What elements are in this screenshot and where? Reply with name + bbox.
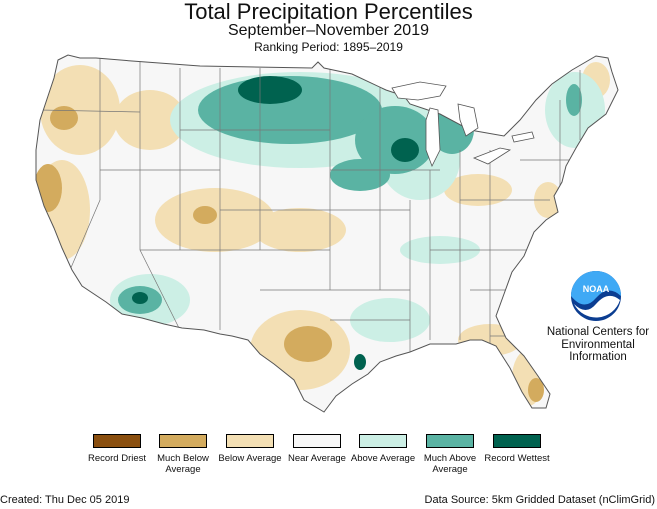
legend-swatch <box>426 434 474 448</box>
legend-swatch <box>293 434 341 448</box>
noaa-logo-icon: NOAA <box>571 271 621 321</box>
lake-erie <box>472 147 512 165</box>
great-lakes <box>391 81 535 167</box>
region-much-below-oregon <box>50 106 78 130</box>
region-much-below-colorado <box>193 206 217 224</box>
region-much-above-vermont <box>566 84 582 116</box>
region-below-ohio-valley <box>444 174 512 206</box>
legend-item-below: Below Average <box>217 434 283 464</box>
region-record-louisiana <box>354 354 366 370</box>
legend-label: Near Average <box>288 453 346 464</box>
region-much-above-iowa <box>330 159 390 191</box>
legend-label: Record Driest <box>87 453 147 464</box>
legend-label: Much Below Average <box>157 453 209 475</box>
region-below-kansas <box>254 208 346 252</box>
noaa-logo-text: NOAA <box>583 284 610 294</box>
legend-swatch <box>159 434 207 448</box>
ranking-period: Ranking Period: 1895–2019 <box>254 40 403 54</box>
data-source: Data Source: 5km Gridded Dataset (nClimG… <box>424 494 655 506</box>
legend-item-record-driest: Record Driest <box>84 434 150 464</box>
created-date: Created: Thu Dec 05 2019 <box>0 494 130 506</box>
region-record-north-dakota <box>238 76 302 104</box>
region-much-below-texas <box>284 326 332 362</box>
legend-swatch <box>493 434 541 448</box>
org-name: National Centers for Environmental Infor… <box>546 326 650 363</box>
legend-swatch <box>93 434 141 448</box>
lake-ontario <box>511 131 535 143</box>
lake-superior <box>391 81 447 101</box>
map-subtitle: September–November 2019 <box>227 22 429 39</box>
legend-item-near: Near Average <box>284 434 350 464</box>
state-borders <box>39 58 581 360</box>
legend-item-record-wettest: Record Wettest <box>484 434 550 464</box>
region-below-colorado <box>155 188 275 252</box>
legend-item-above: Above Average <box>350 434 416 464</box>
legend-label: Much Above Average <box>423 453 477 475</box>
region-record-wisconsin <box>391 138 419 162</box>
legend-item-much-above: Much Above Average <box>417 434 483 475</box>
lake-michigan <box>425 107 441 167</box>
legend-item-much-below: Much Below Average <box>150 434 216 475</box>
legend: Record Driest Much Below Average Below A… <box>84 434 554 494</box>
legend-label: Record Wettest <box>484 453 550 464</box>
region-below-great-basin <box>114 90 186 150</box>
region-record-arizona <box>132 292 148 304</box>
legend-label: Below Average <box>218 453 282 464</box>
lake-huron <box>457 103 479 137</box>
region-much-below-florida <box>528 378 544 402</box>
map-title: Total Precipitation Percentiles <box>184 0 473 24</box>
legend-label: Above Average <box>350 453 416 464</box>
legend-swatch <box>359 434 407 448</box>
legend-swatch <box>226 434 274 448</box>
